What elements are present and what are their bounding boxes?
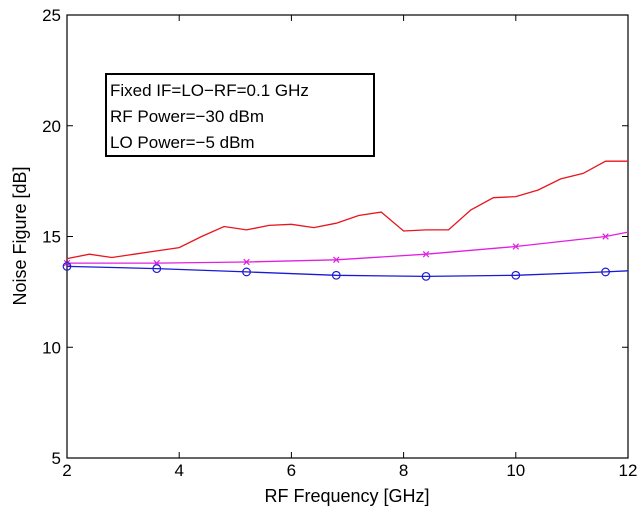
y-tick-label: 25 [42,6,61,25]
series-3-point [421,271,431,281]
y-tick-label: 20 [42,117,61,136]
series-2-point [422,250,430,258]
annotation-line-2: RF Power=−30 dBm [110,107,264,126]
series-2-point [243,258,250,266]
x-tick-label: 12 [619,461,638,480]
series-2-point [602,233,609,240]
series-3-point [152,264,162,274]
series-line-2 [67,231,629,264]
x-tick-label: 10 [506,461,525,480]
x-tick-label: 6 [287,461,296,480]
series-3-point [511,270,521,280]
series-layer [62,160,629,281]
annotation-box: Fixed IF=LO−RF=0.1 GHz RF Power=−30 dBm … [105,73,375,157]
annotation-line-3: LO Power=−5 dBm [110,133,255,152]
series-2-point [512,243,520,250]
x-tick-label: 8 [399,461,408,480]
x-tick-label: 4 [174,461,183,480]
series-3-point [62,262,72,271]
y-axis-label: Noise Figure [dB] [10,166,30,305]
series-line-1 [66,160,628,260]
series-line-3 [66,265,629,278]
y-tick-label: 5 [52,449,61,468]
y-tick-label: 15 [42,228,61,247]
series-2-point [333,256,340,263]
series-3-point [242,267,251,277]
series-3-point [601,267,610,277]
x-axis-label: RF Frequency [GHz] [264,486,429,506]
tick-layer: 2 4 6 8 10 12 5 10 15 20 25 [42,6,637,480]
annotation-frame [105,73,375,157]
series-3-point [331,270,341,280]
y-tick-label: 10 [42,338,61,357]
x-tick-label: 2 [62,461,71,480]
annotation-line-1: Fixed IF=LO−RF=0.1 GHz [110,81,309,100]
